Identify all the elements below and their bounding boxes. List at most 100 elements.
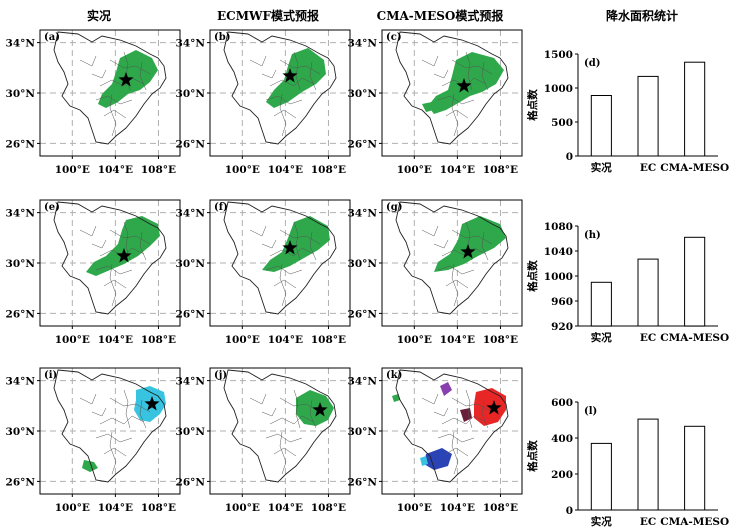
county-border [79, 393, 97, 405]
bar-chart: 实况 EC CMA-MESO 920 960 1000 1040 1080 (h) 格点数 [526, 221, 729, 344]
map-panel: (i) 34°N 30°N 26°N 100°E 104°E 108°E [6, 367, 181, 514]
lon-tick-label: 108°E [141, 334, 176, 346]
bar [590, 281, 612, 327]
county-border [421, 393, 439, 405]
bar [637, 258, 659, 327]
y-tick-label: 0 [566, 151, 573, 163]
lat-tick-label: 34°N [176, 376, 206, 388]
county-border [249, 55, 267, 67]
y-tick-label: 500 [551, 117, 573, 129]
lon-tick-label: 108°E [311, 164, 346, 176]
y-tick-label: 1080 [544, 221, 573, 233]
lon-tick-label: 104°E [440, 502, 475, 514]
lon-tick-label: 104°E [98, 502, 133, 514]
county-border [269, 415, 315, 425]
rain-area [266, 48, 326, 108]
y-axis-title: 格点数 [526, 440, 539, 472]
province-outline [53, 31, 167, 145]
rain-area [82, 460, 98, 472]
column-title-area-stats: 降水面积统计 [606, 8, 678, 23]
county-border [109, 263, 117, 307]
map-panel-label: (g) [386, 202, 402, 213]
county-border [293, 389, 301, 429]
county-border [451, 431, 459, 475]
lat-tick-label: 26°N [348, 138, 378, 150]
lat-tick-label: 26°N [348, 476, 378, 488]
county-border [249, 225, 267, 237]
county-border [261, 69, 277, 79]
lat-tick-label: 26°N [348, 308, 378, 320]
category-label: CMA-MESO [660, 332, 729, 344]
county-border [433, 69, 449, 79]
province-outline [395, 31, 509, 145]
county-border [265, 95, 303, 105]
lat-tick-label: 30°N [6, 426, 36, 438]
y-tick-label: 1000 [544, 271, 573, 283]
lon-tick-label: 100°E [225, 334, 260, 346]
bar [637, 75, 659, 157]
county-border [265, 265, 303, 275]
rain-area [86, 216, 160, 276]
bar [590, 95, 612, 157]
county-border [123, 221, 131, 261]
city-star-marker [116, 248, 132, 263]
y-tick-label: 600 [551, 397, 573, 409]
county-border [139, 61, 147, 91]
lat-tick-label: 26°N [6, 476, 36, 488]
bar-panel-label: (l) [584, 406, 597, 417]
rain-area [460, 408, 472, 422]
county-border [279, 93, 287, 137]
y-tick-label: 1000 [544, 83, 573, 95]
lat-tick-label: 34°N [176, 208, 206, 220]
county-border [265, 433, 303, 443]
lon-tick-label: 100°E [225, 164, 260, 176]
county-border [437, 265, 475, 275]
county-border [95, 265, 133, 275]
bar [637, 418, 659, 511]
rain-area [392, 394, 400, 402]
bar [684, 425, 706, 511]
lon-tick-label: 108°E [311, 334, 346, 346]
county-border [445, 279, 469, 289]
y-tick-label: 1040 [544, 246, 573, 258]
lat-tick-label: 34°N [348, 38, 378, 50]
map-panel: (b) 34°N 30°N 26°N 100°E 104°E 108°E [176, 29, 351, 176]
bar [684, 236, 706, 327]
province-outline [395, 201, 509, 315]
map-panel-label: (c) [386, 32, 402, 43]
county-border [139, 231, 147, 261]
rain-area [424, 448, 452, 470]
county-border [139, 399, 147, 429]
county-border [437, 433, 475, 443]
county-border [309, 61, 317, 91]
county-border [451, 229, 493, 245]
rain-area [434, 216, 506, 272]
lon-tick-label: 100°E [397, 164, 432, 176]
province-outline [53, 201, 167, 315]
county-border [109, 93, 117, 137]
county-border [261, 239, 277, 249]
y-axis-title: 格点数 [526, 260, 539, 292]
category-label: 实况 [591, 515, 612, 528]
lat-tick-label: 30°N [348, 426, 378, 438]
county-border [451, 59, 493, 75]
county-border [445, 447, 469, 457]
county-border [421, 55, 439, 67]
county-border [451, 263, 459, 307]
lat-tick-label: 34°N [6, 38, 36, 50]
county-border [269, 77, 315, 87]
county-border [441, 415, 487, 425]
county-border [279, 431, 287, 475]
bar-chart: 实况 EC CMA-MESO 0 500 1000 1500 (d) 格点数 [526, 49, 729, 174]
lat-tick-label: 34°N [348, 376, 378, 388]
lat-tick-label: 30°N [176, 426, 206, 438]
lon-tick-label: 104°E [440, 164, 475, 176]
lon-tick-label: 104°E [98, 164, 133, 176]
bar [684, 61, 706, 157]
county-border [445, 109, 469, 119]
category-label: CMA-MESO [660, 162, 729, 174]
category-label: EC [640, 516, 656, 528]
lon-tick-label: 100°E [55, 502, 90, 514]
lon-tick-label: 100°E [55, 164, 90, 176]
